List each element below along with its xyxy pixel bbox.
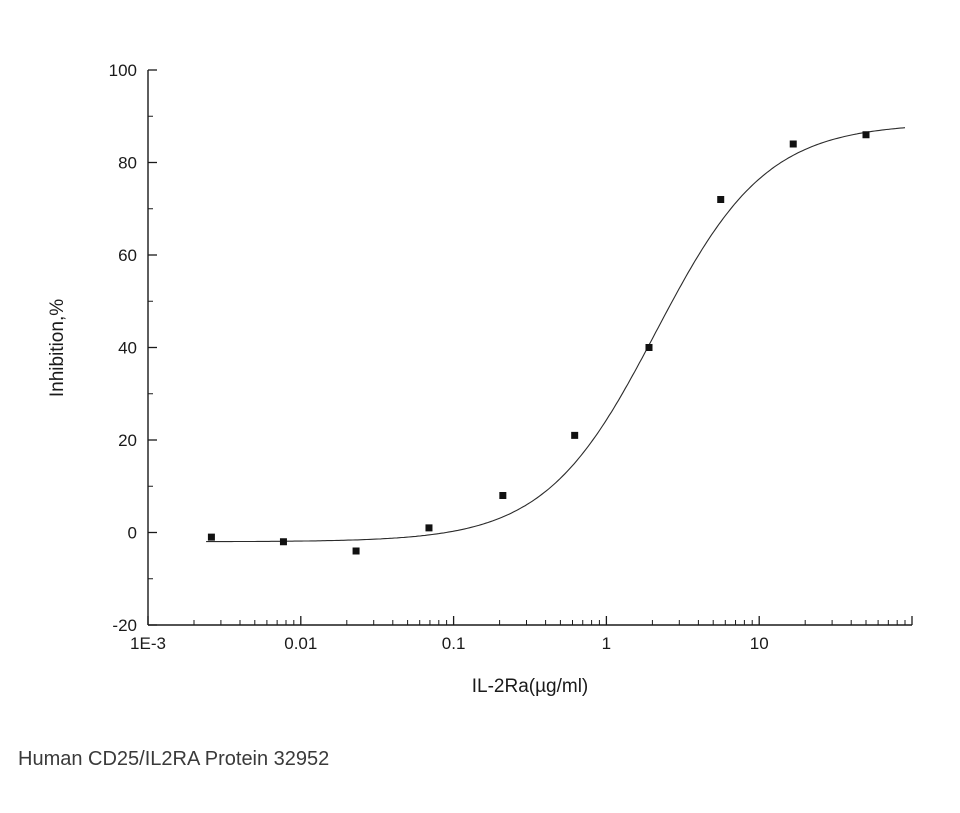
data-point-marker <box>499 492 507 499</box>
figure-caption: Human CD25/IL2RA Protein 32952 <box>18 748 330 770</box>
fit-curve <box>206 127 906 543</box>
y-tick-label: 80 <box>118 154 137 173</box>
y-tick-label: 60 <box>118 246 137 265</box>
data-point-marker <box>717 196 725 203</box>
x-tick-label: 0.1 <box>442 634 466 653</box>
data-point-marker <box>571 431 579 439</box>
data-point-marker <box>789 140 797 148</box>
x-tick-label: 10 <box>750 634 769 653</box>
y-tick-label: 100 <box>109 61 137 80</box>
data-point-marker <box>279 538 287 546</box>
x-tick-label: 0.01 <box>284 634 317 653</box>
data-point-marker <box>645 344 653 351</box>
y-tick-label: 40 <box>118 339 137 358</box>
data-point-marker <box>352 547 360 555</box>
data-point-marker <box>862 131 870 139</box>
x-tick-label: 1E-3 <box>130 634 166 653</box>
data-point-marker <box>425 524 433 532</box>
x-axis-label: IL-2Ra(µg/ml) <box>471 676 589 697</box>
data-point-marker <box>207 533 215 541</box>
y-tick-label: 0 <box>128 524 137 543</box>
x-tick-label: 1 <box>602 634 611 653</box>
y-tick-label: -20 <box>112 616 137 635</box>
y-axis-label: Inhibition,% <box>47 298 68 398</box>
y-tick-label: 20 <box>118 431 137 450</box>
plot-area: -20 0 20 40 60 80 100 1E-3 0.01 0.1 1 10 <box>109 61 913 653</box>
dose-response-chart: -20 0 20 40 60 80 100 1E-3 0.01 0.1 1 10 <box>109 61 913 653</box>
